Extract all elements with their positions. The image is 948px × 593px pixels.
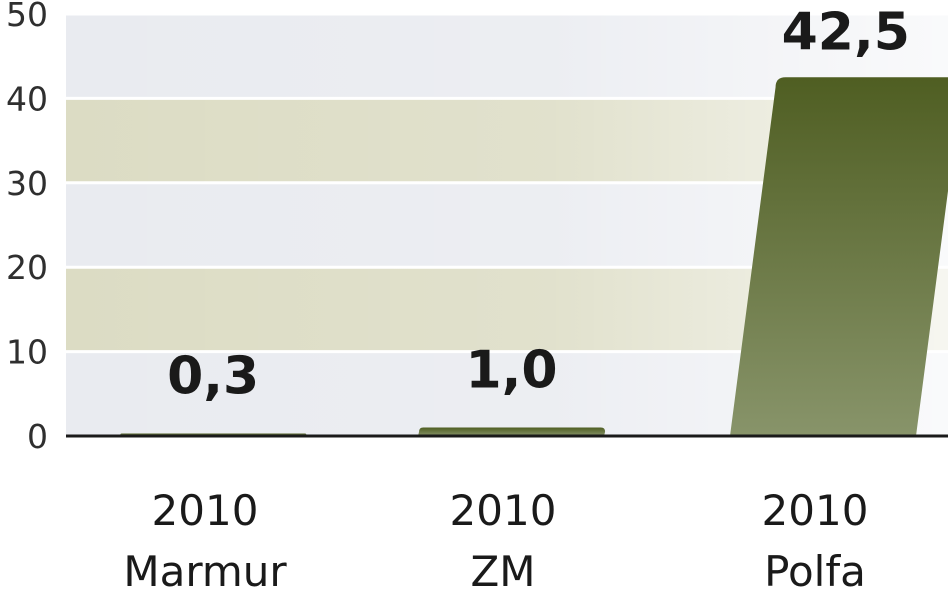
y-tick-label: 0 [27, 417, 48, 456]
value-label: 1,0 [465, 341, 557, 401]
category-name-label: Polfa [764, 547, 866, 593]
category-year-label: 2010 [450, 486, 557, 535]
value-label: 42,5 [782, 2, 910, 62]
category-year-label: 2010 [152, 486, 259, 535]
y-tick-label: 40 [6, 79, 48, 118]
category-year-label: 2010 [762, 486, 869, 535]
y-axis-ticks: 0 10 20 30 40 50 [6, 0, 48, 456]
y-tick-label: 20 [6, 248, 48, 287]
y-tick-label: 50 [6, 0, 48, 34]
value-labels: 0,3 1,0 42,5 [167, 2, 910, 406]
y-tick-label: 30 [6, 164, 48, 203]
category-labels: 2010 Marmur 2010 ZM 2010 Polfa [123, 486, 868, 593]
category-name-label: Marmur [123, 547, 287, 593]
value-label: 0,3 [167, 346, 259, 406]
bar [418, 427, 606, 436]
y-tick-label: 10 [6, 333, 48, 372]
bar [730, 77, 948, 436]
category-name-label: ZM [470, 547, 535, 593]
